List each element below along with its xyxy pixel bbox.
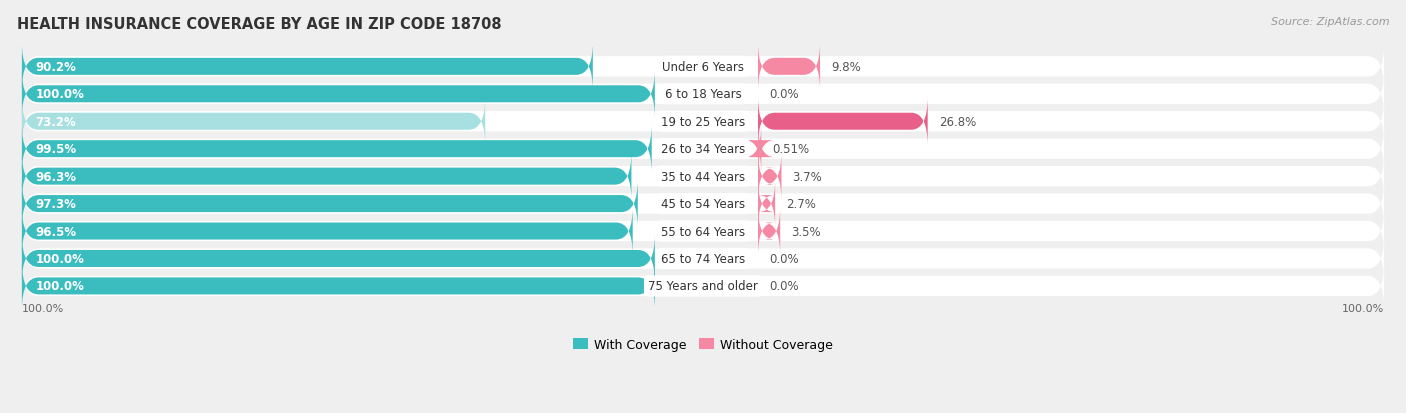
FancyBboxPatch shape: [758, 43, 820, 92]
FancyBboxPatch shape: [22, 262, 655, 311]
FancyBboxPatch shape: [22, 154, 1384, 199]
Text: 45 to 54 Years: 45 to 54 Years: [661, 197, 745, 211]
Text: 9.8%: 9.8%: [831, 61, 860, 74]
FancyBboxPatch shape: [22, 209, 1384, 254]
Text: 26.8%: 26.8%: [939, 116, 976, 128]
FancyBboxPatch shape: [22, 263, 1384, 309]
Text: 96.5%: 96.5%: [35, 225, 77, 238]
FancyBboxPatch shape: [22, 72, 1384, 117]
FancyBboxPatch shape: [22, 97, 485, 146]
Text: 73.2%: 73.2%: [35, 116, 76, 128]
FancyBboxPatch shape: [758, 180, 775, 228]
Text: 0.0%: 0.0%: [769, 88, 799, 101]
FancyBboxPatch shape: [22, 127, 1384, 172]
Text: 96.3%: 96.3%: [35, 170, 77, 183]
Text: 97.3%: 97.3%: [35, 197, 76, 211]
Text: 19 to 25 Years: 19 to 25 Years: [661, 116, 745, 128]
FancyBboxPatch shape: [758, 207, 780, 256]
FancyBboxPatch shape: [22, 70, 655, 119]
Text: 75 Years and older: 75 Years and older: [648, 280, 758, 293]
FancyBboxPatch shape: [22, 125, 651, 174]
FancyBboxPatch shape: [22, 99, 1384, 145]
Text: 0.51%: 0.51%: [772, 143, 810, 156]
Text: 99.5%: 99.5%: [35, 143, 77, 156]
Text: 0.0%: 0.0%: [769, 252, 799, 265]
Text: 55 to 64 Years: 55 to 64 Years: [661, 225, 745, 238]
FancyBboxPatch shape: [22, 235, 655, 283]
FancyBboxPatch shape: [758, 97, 928, 146]
FancyBboxPatch shape: [22, 207, 633, 256]
FancyBboxPatch shape: [745, 125, 775, 174]
FancyBboxPatch shape: [22, 181, 1384, 227]
Text: 100.0%: 100.0%: [35, 88, 84, 101]
Text: Under 6 Years: Under 6 Years: [662, 61, 744, 74]
Legend: With Coverage, Without Coverage: With Coverage, Without Coverage: [568, 333, 838, 356]
Text: 2.7%: 2.7%: [786, 197, 815, 211]
Text: HEALTH INSURANCE COVERAGE BY AGE IN ZIP CODE 18708: HEALTH INSURANCE COVERAGE BY AGE IN ZIP …: [17, 17, 502, 31]
Text: 90.2%: 90.2%: [35, 61, 76, 74]
FancyBboxPatch shape: [22, 236, 1384, 282]
FancyBboxPatch shape: [22, 152, 631, 201]
Text: 26 to 34 Years: 26 to 34 Years: [661, 143, 745, 156]
Text: 100.0%: 100.0%: [35, 280, 84, 293]
Text: 100.0%: 100.0%: [1341, 303, 1384, 313]
FancyBboxPatch shape: [22, 180, 638, 228]
Text: 100.0%: 100.0%: [22, 303, 65, 313]
Text: 100.0%: 100.0%: [35, 252, 84, 265]
Text: Source: ZipAtlas.com: Source: ZipAtlas.com: [1271, 17, 1389, 26]
FancyBboxPatch shape: [758, 152, 782, 201]
Text: 3.5%: 3.5%: [792, 225, 821, 238]
Text: 65 to 74 Years: 65 to 74 Years: [661, 252, 745, 265]
Text: 6 to 18 Years: 6 to 18 Years: [665, 88, 741, 101]
FancyBboxPatch shape: [22, 45, 1384, 90]
FancyBboxPatch shape: [22, 43, 593, 92]
Text: 35 to 44 Years: 35 to 44 Years: [661, 170, 745, 183]
Text: 0.0%: 0.0%: [769, 280, 799, 293]
Text: 3.7%: 3.7%: [793, 170, 823, 183]
